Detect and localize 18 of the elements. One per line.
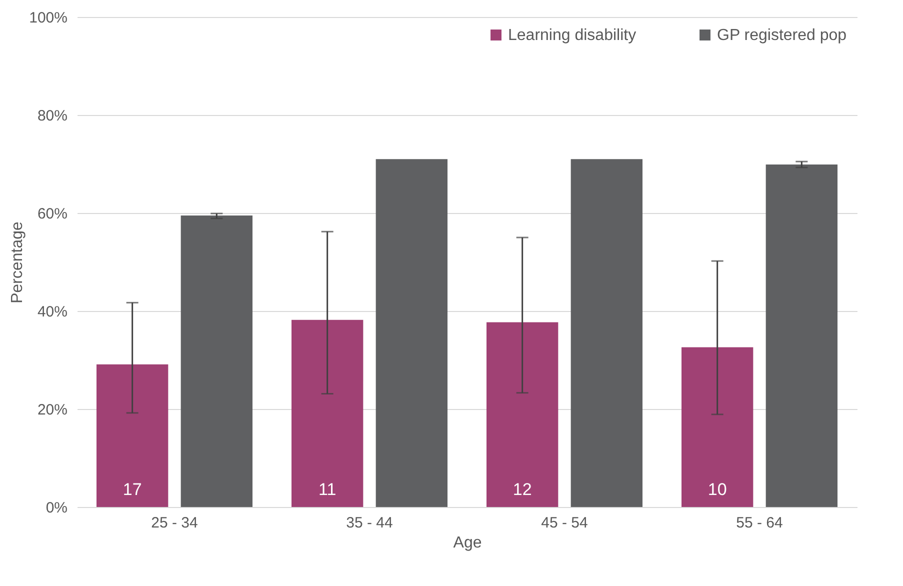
y-tick-label: 40%: [37, 304, 68, 320]
annotation: 12: [512, 480, 532, 499]
x-tick-label: 25 - 34: [151, 514, 198, 532]
y-tick-label: 60%: [37, 206, 68, 222]
legend-label: Learning disability: [508, 27, 636, 44]
y-tick-label: 20%: [37, 402, 68, 418]
x-tick-label: 35 - 44: [346, 514, 393, 532]
annotation: 17: [122, 480, 142, 499]
y-tick-label: 0%: [46, 500, 68, 516]
x-tick-label: 55 - 64: [736, 514, 783, 532]
annotation: 10: [708, 480, 727, 499]
y-tick-label: 100%: [29, 10, 68, 26]
annotation: 11: [318, 480, 336, 499]
x-tick-label: 45 - 54: [541, 514, 588, 532]
y-axis-title: Percentage: [9, 221, 26, 304]
legend-label: GP registered pop: [717, 27, 847, 44]
y-tick-label: 80%: [37, 108, 68, 124]
x-axis-title: Age: [453, 534, 482, 552]
